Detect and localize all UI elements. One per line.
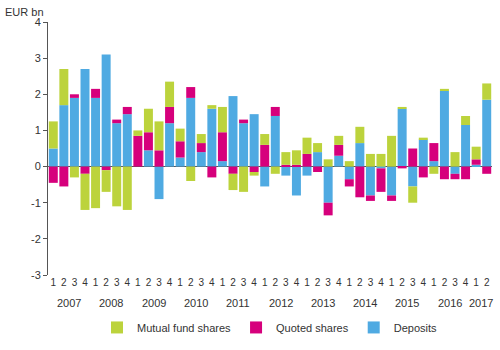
svg-text:2: 2 xyxy=(188,277,194,288)
svg-text:0: 0 xyxy=(35,160,41,172)
svg-text:2017: 2017 xyxy=(469,297,493,309)
svg-text:4: 4 xyxy=(251,277,257,288)
svg-text:3: 3 xyxy=(35,52,41,64)
svg-text:3: 3 xyxy=(72,277,78,288)
svg-text:2: 2 xyxy=(315,277,321,288)
svg-text:3: 3 xyxy=(325,277,331,288)
svg-text:1: 1 xyxy=(389,277,395,288)
svg-text:3: 3 xyxy=(199,277,205,288)
svg-text:2: 2 xyxy=(35,88,41,100)
svg-text:-3: -3 xyxy=(31,269,41,281)
svg-text:EUR bn: EUR bn xyxy=(5,6,44,18)
svg-text:2: 2 xyxy=(399,277,405,288)
svg-text:4: 4 xyxy=(336,277,342,288)
svg-text:2009: 2009 xyxy=(142,297,166,309)
svg-text:1: 1 xyxy=(220,277,226,288)
svg-text:2008: 2008 xyxy=(99,297,123,309)
svg-text:4: 4 xyxy=(82,277,88,288)
svg-text:2013: 2013 xyxy=(311,297,335,309)
svg-text:2014: 2014 xyxy=(353,297,377,309)
svg-text:3: 3 xyxy=(410,277,416,288)
svg-text:2: 2 xyxy=(442,277,448,288)
svg-text:2007: 2007 xyxy=(57,297,81,309)
svg-text:1: 1 xyxy=(262,277,268,288)
svg-text:1: 1 xyxy=(347,277,353,288)
svg-text:1: 1 xyxy=(35,124,41,136)
svg-text:1: 1 xyxy=(431,277,437,288)
svg-text:4: 4 xyxy=(378,277,384,288)
svg-text:4: 4 xyxy=(421,277,427,288)
svg-text:1: 1 xyxy=(93,277,99,288)
svg-text:1: 1 xyxy=(135,277,141,288)
svg-text:1: 1 xyxy=(177,277,183,288)
svg-text:3: 3 xyxy=(156,277,162,288)
svg-text:2: 2 xyxy=(273,277,279,288)
svg-text:2: 2 xyxy=(61,277,67,288)
svg-text:-1: -1 xyxy=(31,197,41,209)
svg-text:2016: 2016 xyxy=(438,297,462,309)
svg-text:4: 4 xyxy=(209,277,215,288)
svg-text:Mutual fund shares: Mutual fund shares xyxy=(137,322,231,334)
svg-text:3: 3 xyxy=(241,277,247,288)
svg-text:Quoted shares: Quoted shares xyxy=(276,322,349,334)
svg-text:4: 4 xyxy=(35,16,41,28)
svg-text:2015: 2015 xyxy=(395,297,419,309)
svg-text:Deposits: Deposits xyxy=(394,322,437,334)
svg-text:2: 2 xyxy=(484,277,490,288)
svg-text:4: 4 xyxy=(125,277,131,288)
svg-text:1: 1 xyxy=(51,277,57,288)
svg-text:-2: -2 xyxy=(31,233,41,245)
svg-text:3: 3 xyxy=(283,277,289,288)
svg-text:2: 2 xyxy=(230,277,236,288)
svg-text:4: 4 xyxy=(294,277,300,288)
svg-text:3: 3 xyxy=(368,277,374,288)
svg-text:4: 4 xyxy=(463,277,469,288)
svg-text:1: 1 xyxy=(473,277,479,288)
svg-text:3: 3 xyxy=(114,277,120,288)
svg-text:2011: 2011 xyxy=(226,297,250,309)
svg-text:4: 4 xyxy=(167,277,173,288)
svg-text:3: 3 xyxy=(452,277,458,288)
svg-text:2012: 2012 xyxy=(269,297,293,309)
svg-text:2: 2 xyxy=(103,277,109,288)
svg-text:2: 2 xyxy=(146,277,152,288)
svg-text:2010: 2010 xyxy=(184,297,208,309)
svg-text:2: 2 xyxy=(357,277,363,288)
svg-text:1: 1 xyxy=(304,277,310,288)
